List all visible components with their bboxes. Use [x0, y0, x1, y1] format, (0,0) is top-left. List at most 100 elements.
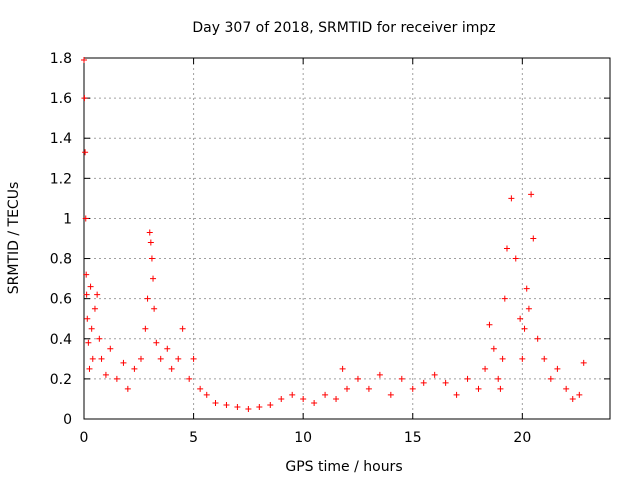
data-point	[530, 235, 537, 242]
data-point	[501, 295, 508, 302]
data-point	[554, 365, 561, 372]
data-point	[82, 149, 89, 156]
y-tick-label: 1.6	[50, 91, 72, 107]
data-point	[86, 365, 93, 372]
x-tick-label: 10	[294, 430, 312, 446]
y-tick-label: 1.8	[50, 51, 72, 67]
data-point	[94, 291, 101, 298]
data-point	[512, 255, 519, 262]
data-point	[442, 379, 449, 386]
data-point	[223, 401, 230, 408]
data-point	[475, 385, 482, 392]
data-point	[523, 285, 530, 292]
data-point	[113, 375, 120, 382]
data-point	[190, 355, 197, 362]
data-point	[576, 391, 583, 398]
y-tick-label: 0.6	[50, 292, 72, 308]
data-point	[87, 283, 94, 290]
data-point	[300, 395, 307, 402]
data-point	[376, 371, 383, 378]
data-point	[497, 385, 504, 392]
data-point	[525, 305, 532, 312]
data-point	[151, 305, 158, 312]
data-point	[203, 391, 210, 398]
y-tick-label: 0.8	[50, 252, 72, 268]
data-point	[420, 379, 427, 386]
data-point	[144, 295, 151, 302]
data-point	[168, 365, 175, 372]
data-point	[528, 191, 535, 198]
y-axis-label: SRMTID / TECUs	[6, 182, 22, 295]
data-point	[137, 355, 144, 362]
data-point	[234, 403, 241, 410]
chart-title: Day 307 of 2018, SRMTID for receiver imp…	[192, 20, 495, 36]
plot-frame	[83, 57, 611, 420]
data-point	[482, 365, 489, 372]
data-point	[495, 375, 502, 382]
data-point	[580, 359, 587, 366]
data-point	[289, 391, 296, 398]
data-point	[175, 355, 182, 362]
data-point	[563, 385, 570, 392]
data-point	[267, 401, 274, 408]
data-point	[541, 355, 548, 362]
data-point	[150, 275, 157, 282]
data-point	[311, 399, 318, 406]
data-point	[85, 339, 92, 346]
data-point	[344, 385, 350, 392]
data-point	[365, 385, 372, 392]
y-tick-label: 1.4	[50, 131, 72, 147]
data-point	[197, 385, 204, 392]
data-point	[409, 385, 416, 392]
data-point	[148, 255, 155, 262]
data-point	[83, 291, 90, 298]
data-point	[142, 325, 149, 332]
data-point	[503, 245, 510, 252]
data-point	[89, 355, 96, 362]
data-point	[519, 355, 526, 362]
data-point	[486, 321, 493, 328]
data-point	[339, 365, 346, 372]
data-point	[499, 355, 506, 362]
data-point	[322, 391, 329, 398]
data-point	[153, 339, 160, 346]
data-point	[84, 315, 91, 322]
data-point	[91, 305, 98, 312]
data-point	[212, 399, 219, 406]
data-point	[387, 391, 394, 398]
data-point	[547, 375, 554, 382]
data-point	[157, 355, 164, 362]
x-tick-label: 15	[404, 430, 422, 446]
data-point	[278, 395, 285, 402]
x-tick-label: 20	[513, 430, 531, 446]
data-point	[81, 57, 87, 64]
data-point	[82, 215, 89, 222]
data-point	[256, 403, 263, 410]
data-points	[81, 57, 587, 412]
data-point	[107, 345, 114, 352]
axis-ticks: 0 0.2 0.4 0.6 0.8 1 1.2 1.4 1.6 1.8 0 5 10 15 20	[50, 51, 610, 446]
data-point	[534, 335, 541, 342]
data-point	[333, 395, 340, 402]
data-point	[131, 365, 138, 372]
data-point	[569, 395, 576, 402]
x-tick-label: 0	[80, 430, 89, 446]
data-point	[490, 345, 497, 352]
y-tick-label: 1.2	[50, 171, 72, 187]
data-point	[398, 375, 405, 382]
data-point	[83, 271, 90, 278]
data-point	[124, 385, 131, 392]
y-tick-label: 0.4	[50, 332, 72, 348]
data-point	[120, 359, 127, 366]
data-point	[164, 345, 171, 352]
x-axis-label: GPS time / hours	[285, 459, 402, 475]
data-point	[245, 405, 252, 412]
data-point	[464, 375, 471, 382]
y-tick-label: 0	[63, 412, 72, 428]
data-point	[179, 325, 186, 332]
data-point	[521, 325, 528, 332]
y-tick-label: 0.2	[50, 372, 72, 388]
y-tick-label: 1	[63, 211, 72, 227]
data-point	[98, 355, 105, 362]
